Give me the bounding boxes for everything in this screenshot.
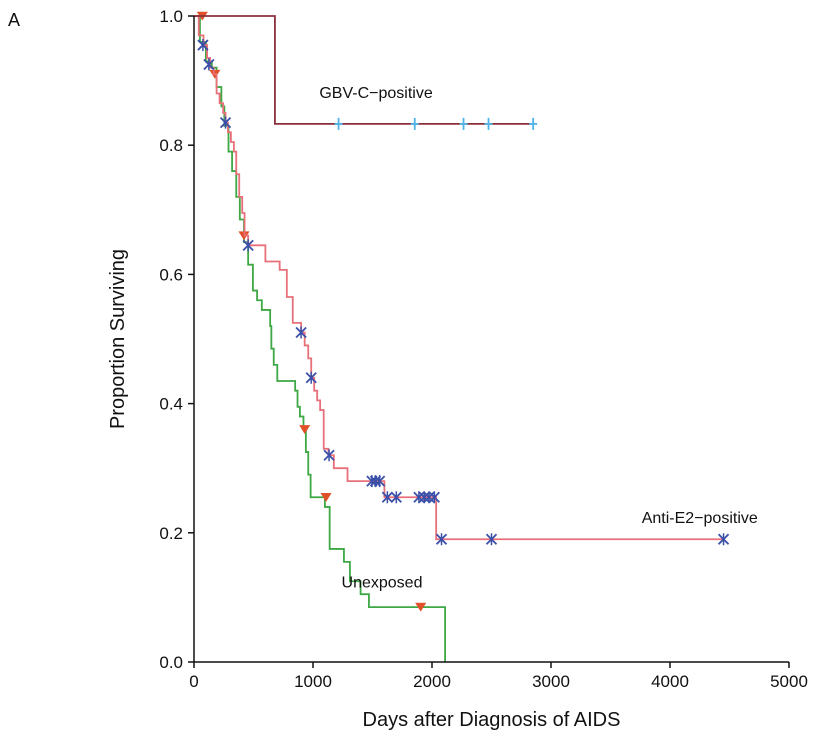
x-tick-label: 0 <box>189 672 198 691</box>
plot-area <box>194 11 730 662</box>
x-tick-label: 5000 <box>770 672 808 691</box>
censor-marker <box>717 533 730 546</box>
censor-marker <box>299 425 311 435</box>
censor-marker <box>381 491 394 504</box>
censor-marker <box>415 602 427 612</box>
censor-marker <box>485 533 498 546</box>
censor-marker <box>197 39 209 52</box>
censor-marker <box>203 58 215 71</box>
y-axis-title: Proportion Surviving <box>107 249 129 429</box>
y-tick-label: 0.8 <box>159 136 183 155</box>
censor-marker <box>323 449 335 462</box>
panel-label: A <box>8 10 20 30</box>
x-tick-label: 4000 <box>651 672 689 691</box>
x-tick-label: 3000 <box>532 672 570 691</box>
censor-marker <box>413 491 425 504</box>
x-axis-title: Days after Diagnosis of AIDS <box>363 709 621 731</box>
censor-marker <box>410 117 419 130</box>
censor-marker <box>435 533 448 546</box>
censor-marker <box>529 117 538 130</box>
x-tick-label: 2000 <box>413 672 451 691</box>
censor-marker <box>484 117 493 130</box>
y-tick-label: 1.0 <box>159 7 183 26</box>
censor-marker <box>459 117 468 130</box>
censor-marker <box>423 491 435 504</box>
series-label: Anti-E2−positive <box>642 510 758 527</box>
y-tick-label: 0.6 <box>159 265 183 284</box>
axes: 0 1000 2000 3000 4000 5000 0.0 0.2 0.4 0.6 0.8 1.0 <box>159 7 808 691</box>
y-tick-label: 0.2 <box>159 524 183 543</box>
censor-marker <box>295 326 307 339</box>
censor-marker <box>219 116 232 129</box>
series-line <box>194 15 724 541</box>
censor-marker <box>305 371 317 384</box>
x-tick-label: 1000 <box>294 672 332 691</box>
series-0 <box>194 15 538 130</box>
y-ticks: 0.0 0.2 0.4 0.6 0.8 1.0 <box>159 7 194 672</box>
series-label: GBV-C−positive <box>319 85 432 102</box>
y-tick-label: 0.4 <box>159 395 183 414</box>
series-label: Unexposed <box>342 575 423 592</box>
series-line <box>194 15 534 125</box>
censor-marker <box>428 491 441 504</box>
series-labels: Unexposed Anti-E2−positive GBV-C−positive <box>319 85 758 592</box>
censor-marker <box>242 239 254 252</box>
censor-marker <box>320 492 332 502</box>
series-2 <box>194 11 446 662</box>
series-line <box>194 15 446 662</box>
censor-marker <box>390 491 402 504</box>
y-tick-label: 0.0 <box>159 653 183 672</box>
censor-marker <box>374 475 386 488</box>
x-ticks: 0 1000 2000 3000 4000 5000 <box>189 662 808 691</box>
series-1 <box>194 15 730 546</box>
censor-marker <box>334 117 343 130</box>
